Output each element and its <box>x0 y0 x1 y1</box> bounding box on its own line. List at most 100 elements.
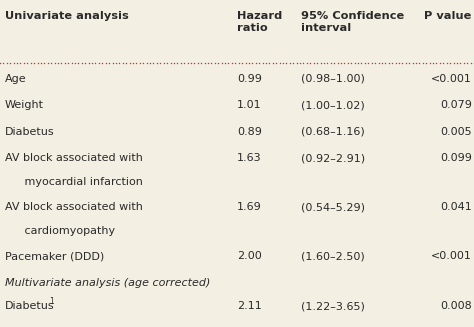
Point <box>156 60 164 65</box>
Point <box>30 60 38 65</box>
Point <box>283 60 290 65</box>
Text: <0.001: <0.001 <box>431 251 472 261</box>
Point <box>426 60 433 65</box>
Point <box>375 60 383 65</box>
Point <box>296 60 304 65</box>
Text: (0.68–1.16): (0.68–1.16) <box>301 127 365 137</box>
Text: 0.89: 0.89 <box>237 127 262 137</box>
Point <box>170 60 178 65</box>
Text: Pacemaker (DDD): Pacemaker (DDD) <box>5 251 104 261</box>
Point <box>146 60 154 65</box>
Point <box>228 60 236 65</box>
Point <box>0 60 7 65</box>
Text: myocardial infarction: myocardial infarction <box>14 177 143 187</box>
Point <box>82 60 89 65</box>
Point <box>218 60 226 65</box>
Point <box>126 60 133 65</box>
Point <box>439 60 447 65</box>
Point <box>197 60 205 65</box>
Point <box>290 60 297 65</box>
Point <box>13 60 21 65</box>
Point <box>341 60 348 65</box>
Point <box>388 60 396 65</box>
Point <box>334 60 341 65</box>
Point <box>358 60 365 65</box>
Point <box>211 60 219 65</box>
Text: Diabetus: Diabetus <box>5 301 55 311</box>
Text: 1: 1 <box>49 297 54 306</box>
Point <box>208 60 215 65</box>
Point <box>177 60 184 65</box>
Text: P value: P value <box>424 11 472 22</box>
Text: Weight: Weight <box>5 100 44 110</box>
Point <box>327 60 335 65</box>
Point <box>392 60 400 65</box>
Point <box>51 60 58 65</box>
Point <box>143 60 150 65</box>
Point <box>464 60 471 65</box>
Point <box>259 60 266 65</box>
Point <box>112 60 120 65</box>
Text: AV block associated with: AV block associated with <box>5 153 143 163</box>
Point <box>164 60 171 65</box>
Point <box>470 60 474 65</box>
Point <box>221 60 229 65</box>
Point <box>433 60 440 65</box>
Point <box>453 60 461 65</box>
Point <box>399 60 406 65</box>
Point <box>187 60 195 65</box>
Point <box>262 60 270 65</box>
Point <box>214 60 222 65</box>
Point <box>231 60 239 65</box>
Point <box>395 60 403 65</box>
Point <box>160 60 167 65</box>
Point <box>78 60 86 65</box>
Point <box>20 60 27 65</box>
Point <box>467 60 474 65</box>
Point <box>402 60 410 65</box>
Text: Multivariate analysis (age corrected): Multivariate analysis (age corrected) <box>5 278 210 288</box>
Text: 1.01: 1.01 <box>237 100 262 110</box>
Point <box>365 60 372 65</box>
Point <box>238 60 246 65</box>
Point <box>351 60 358 65</box>
Point <box>443 60 450 65</box>
Point <box>273 60 280 65</box>
Point <box>204 60 212 65</box>
Point <box>303 60 310 65</box>
Point <box>105 60 113 65</box>
Point <box>54 60 62 65</box>
Point <box>173 60 181 65</box>
Text: (0.54–5.29): (0.54–5.29) <box>301 202 365 212</box>
Point <box>91 60 99 65</box>
Point <box>191 60 198 65</box>
Point <box>37 60 45 65</box>
Point <box>68 60 75 65</box>
Point <box>129 60 137 65</box>
Point <box>180 60 188 65</box>
Point <box>235 60 243 65</box>
Point <box>371 60 379 65</box>
Point <box>61 60 69 65</box>
Point <box>153 60 161 65</box>
Point <box>416 60 423 65</box>
Text: 0.008: 0.008 <box>440 301 472 311</box>
Point <box>0 60 4 65</box>
Point <box>385 60 392 65</box>
Text: 95% Confidence
interval: 95% Confidence interval <box>301 11 404 33</box>
Text: cardiomyopathy: cardiomyopathy <box>14 226 115 236</box>
Point <box>242 60 249 65</box>
Point <box>136 60 144 65</box>
Point <box>95 60 103 65</box>
Text: 0.041: 0.041 <box>440 202 472 212</box>
Point <box>279 60 287 65</box>
Point <box>245 60 253 65</box>
Text: 2.00: 2.00 <box>237 251 262 261</box>
Point <box>317 60 324 65</box>
Point <box>405 60 413 65</box>
Point <box>102 60 109 65</box>
Point <box>17 60 24 65</box>
Text: (1.22–3.65): (1.22–3.65) <box>301 301 365 311</box>
Point <box>122 60 130 65</box>
Point <box>419 60 427 65</box>
